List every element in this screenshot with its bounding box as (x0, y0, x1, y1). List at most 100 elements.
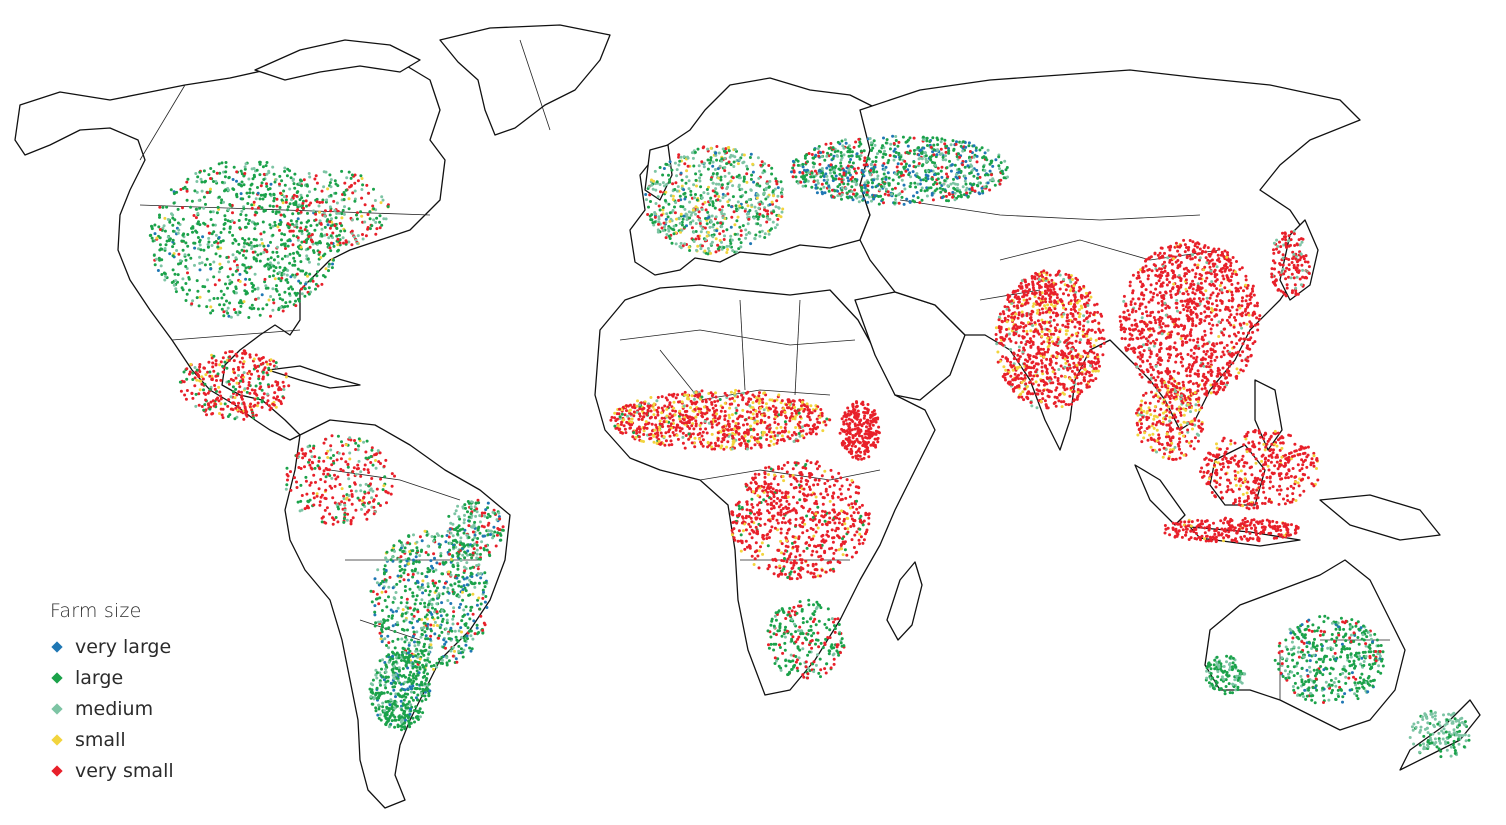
farm-dot (282, 396, 286, 400)
farm-dot (475, 507, 479, 511)
farm-dot (429, 643, 433, 647)
farm-dot (329, 456, 333, 460)
farm-dot (423, 674, 427, 678)
farm-dot (427, 693, 431, 697)
farm-dot (268, 204, 272, 208)
farm-dot (801, 162, 805, 166)
farm-dot (375, 676, 379, 680)
farm-dot (301, 201, 305, 205)
farm-dot (201, 377, 205, 381)
farm-dot (297, 452, 301, 455)
farm-dot (887, 182, 891, 186)
farm-dot (692, 230, 696, 234)
farm-dot (725, 228, 729, 232)
farm-dot (183, 393, 187, 397)
farm-dot (198, 255, 202, 259)
farm-dot (448, 548, 452, 552)
farm-dot (683, 197, 687, 201)
farm-dot (272, 269, 276, 273)
farm-dot (944, 158, 948, 162)
farm-dot (393, 677, 396, 681)
farm-dot (796, 163, 800, 167)
farm-dot (788, 419, 792, 423)
farm-dot (299, 226, 303, 230)
farm-dot (835, 154, 839, 157)
farm-dot (461, 598, 465, 602)
farm-dot (306, 445, 310, 449)
farm-dot (953, 191, 957, 195)
farm-dot (375, 487, 379, 491)
farm-dot (202, 206, 206, 210)
farm-dot (981, 156, 985, 160)
farm-dot (429, 623, 433, 627)
farm-dot (314, 241, 318, 245)
farm-dot (209, 305, 213, 309)
farm-dot (268, 275, 272, 278)
farm-dot (220, 307, 224, 311)
farm-dot (199, 177, 203, 181)
farm-dot (444, 540, 448, 544)
farm-dot (971, 168, 975, 172)
farm-dot (946, 184, 950, 188)
farm-dot (870, 199, 873, 203)
farm-dot (215, 379, 218, 382)
farm-dot (304, 479, 308, 483)
farm-dot (908, 136, 912, 140)
farm-dot (253, 227, 257, 231)
farm-dot (318, 219, 322, 223)
farm-dot (315, 494, 319, 498)
farm-dot (380, 625, 384, 629)
farm-dot (384, 700, 388, 704)
farm-dot (416, 585, 420, 589)
farm-dot (463, 639, 467, 643)
farm-dot (496, 531, 500, 535)
farm-dot (367, 456, 371, 460)
farm-dot (945, 172, 948, 176)
farm-dot (777, 206, 781, 210)
farm-dot (329, 448, 333, 452)
farm-dot (295, 222, 299, 226)
farm-dot (745, 172, 749, 176)
farm-dot (974, 148, 978, 152)
farm-dot (291, 243, 295, 247)
farm-dot (459, 528, 462, 532)
farm-dot (986, 181, 990, 185)
farm-dot (722, 212, 726, 216)
farm-dot (677, 199, 681, 202)
farm-dot (477, 581, 481, 585)
farm-dot (769, 439, 773, 443)
farm-dot (819, 151, 823, 155)
farm-dot (281, 309, 285, 313)
farm-dot (780, 192, 784, 196)
farm-dot (350, 183, 353, 187)
farm-dot (720, 212, 724, 216)
farm-dot (268, 362, 272, 366)
farm-dot (456, 526, 460, 529)
farm-dot (184, 265, 188, 268)
farm-dot (432, 664, 436, 667)
farm-dot (278, 228, 281, 232)
farm-dot (262, 244, 266, 248)
farm-dot (734, 204, 738, 208)
farm-dot (400, 659, 403, 662)
farm-dot (691, 156, 695, 160)
farm-dot (234, 376, 238, 380)
farm-dot (792, 163, 796, 167)
farm-dot (688, 200, 692, 204)
farm-dot (720, 159, 724, 163)
farm-dot (379, 718, 383, 722)
farm-dot (321, 198, 325, 202)
farm-dot (261, 356, 265, 359)
farm-dot (407, 676, 411, 680)
farm-dot (358, 498, 362, 502)
farm-dot (222, 170, 225, 174)
farm-dot (944, 154, 947, 158)
farm-dot (339, 457, 343, 461)
farm-dot (206, 191, 209, 195)
farm-dot (824, 172, 828, 176)
farm-dot (378, 659, 382, 663)
farm-dot (317, 456, 321, 460)
farm-dot (871, 181, 874, 185)
farm-dot (735, 207, 738, 211)
